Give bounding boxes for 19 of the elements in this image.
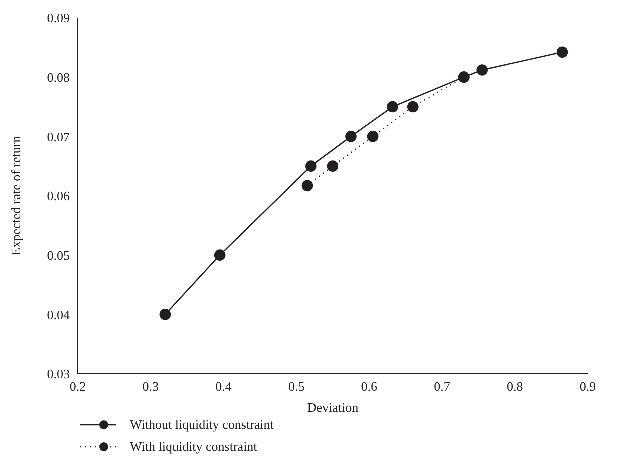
y-tick-label: 0.06: [47, 188, 70, 204]
x-tick-label: 0.8: [507, 379, 524, 394]
y-axis-title: Expected rate of return: [8, 136, 24, 256]
legend-label: Without liquidity constraint: [130, 417, 274, 433]
x-tick-label: 0.5: [288, 379, 305, 394]
y-tick-label: 0.05: [47, 248, 70, 263]
y-tick-label: 0.07: [47, 129, 70, 144]
x-tick-label: 0.4: [216, 379, 232, 394]
y-tick-label: 0.08: [47, 70, 70, 85]
legend-label: With liquidity constraint: [130, 439, 258, 455]
y-tick-label: 0.09: [47, 10, 70, 26]
y-tick-label: 0.03: [47, 366, 70, 382]
y-tick-label: 0.04: [47, 307, 70, 322]
x-tick-label: 0.9: [580, 379, 596, 394]
x-tick-label: 0.6: [361, 379, 378, 394]
x-tick-label: 0.7: [434, 379, 451, 394]
x-tick-label: 0.3: [142, 379, 159, 394]
x-tick-label: 0.2: [70, 379, 86, 394]
x-axis-title: Deviation: [307, 400, 360, 415]
